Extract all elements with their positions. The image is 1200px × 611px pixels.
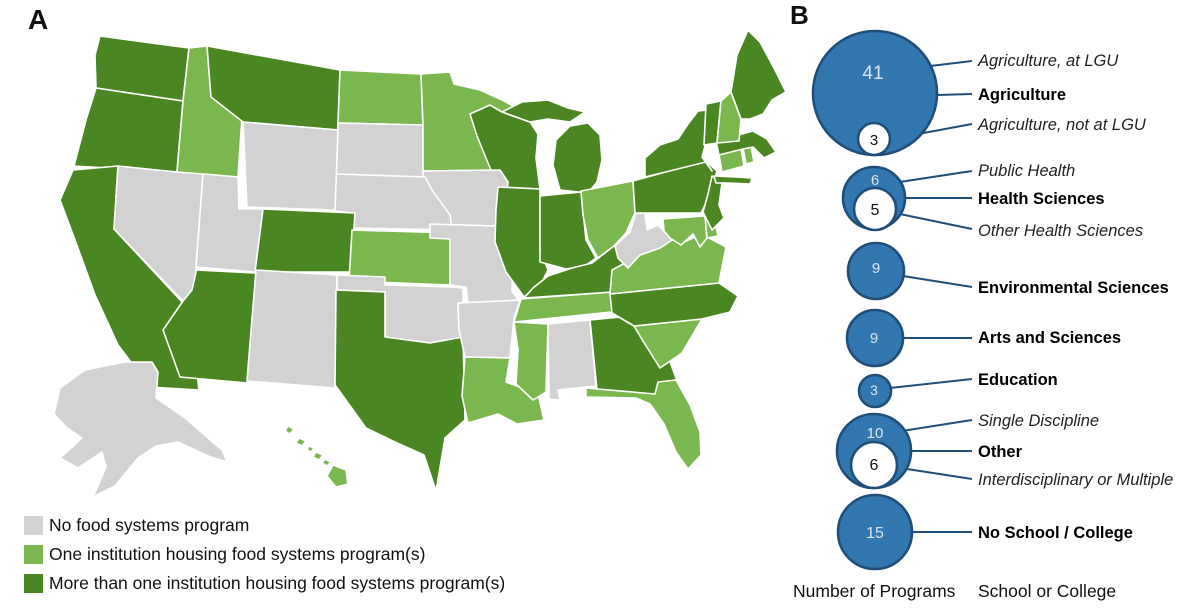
bubble-environmental-sciences	[846, 241, 906, 301]
state-AR	[457, 299, 521, 359]
label-other-health-sciences: Other Health Sciences	[978, 222, 1143, 240]
legend-label-more: More than one institution housing food s…	[49, 572, 506, 593]
legend-label-one: One institution housing food systems pro…	[49, 543, 426, 564]
bubble-health-sciences-inner	[852, 186, 898, 232]
label-public-health: Public Health	[978, 162, 1075, 180]
label-environmental-sciences: Environmental Sciences	[978, 279, 1169, 297]
connector-line	[936, 93, 973, 96]
value-interdisciplinary: 6	[870, 457, 879, 474]
bubble-arts-and-sciences	[845, 308, 905, 368]
state-SD	[335, 122, 426, 178]
value-agriculture-not-at-lgu: 3	[870, 132, 878, 149]
legend-row: More than one institution housing food s…	[24, 573, 644, 593]
panel-b-label: B	[790, 0, 809, 30]
legend-row: One institution housing food systems pro…	[24, 544, 644, 564]
label-arts-and-sciences: Arts and Sciences	[978, 329, 1121, 347]
connector-line	[892, 170, 973, 184]
panel-a-label: A	[28, 4, 49, 35]
label-other: Other	[978, 443, 1023, 461]
us-choropleth-map	[53, 29, 787, 498]
axis-caption-number-of-programs: Number of Programs	[793, 581, 956, 601]
state-NM	[246, 269, 338, 389]
state-MI	[501, 99, 603, 194]
bubble-chart: 41 3 6 5 9 9 3 10 6 15 Agriculture, at L…	[793, 29, 1173, 601]
legend-swatch-more	[24, 573, 43, 593]
legend-row: No food systems program	[24, 515, 644, 535]
value-other-health-sciences: 5	[871, 202, 880, 219]
state-ND	[337, 69, 424, 126]
value-education: 3	[870, 382, 878, 398]
value-no-school-college: 15	[866, 525, 884, 542]
state-NC	[609, 282, 739, 327]
connector-line	[889, 378, 973, 389]
state-NY	[644, 109, 753, 185]
state-ME	[730, 29, 787, 120]
state-FL	[585, 379, 702, 470]
legend-swatch-none	[24, 515, 43, 535]
value-agriculture-at-lgu: 41	[862, 63, 883, 84]
connector-lines	[888, 60, 973, 533]
connector-line	[894, 212, 973, 230]
state-AK	[53, 361, 228, 498]
value-environmental-sciences: 9	[872, 260, 880, 277]
state-HI	[284, 425, 349, 488]
state-CO	[254, 208, 356, 273]
bubble-education	[857, 373, 893, 409]
connector-line	[902, 275, 973, 288]
map-legend: No food systems program One institution …	[24, 515, 644, 602]
state-OR	[73, 87, 184, 173]
label-agriculture-not-at-lgu: Agriculture, not at LGU	[977, 116, 1146, 134]
label-agriculture: Agriculture	[978, 86, 1066, 104]
value-arts-and-sciences: 9	[870, 330, 878, 347]
label-single-discipline: Single Discipline	[978, 412, 1099, 430]
legend-label-none: No food systems program	[49, 514, 250, 535]
label-no-school-college: No School / College	[978, 524, 1133, 542]
bubble-other-inner	[849, 440, 899, 490]
bubble-agriculture-inner	[856, 121, 892, 157]
legend-swatch-one	[24, 544, 43, 564]
label-interdisciplinary: Interdisciplinary or Multiple	[978, 471, 1173, 489]
state-TX	[334, 289, 466, 492]
label-education: Education	[978, 371, 1058, 389]
axis-caption-school-or-college: School or College	[978, 581, 1116, 601]
state-WI	[469, 104, 541, 190]
value-single-discipline: 10	[867, 425, 884, 442]
state-LA	[461, 356, 545, 425]
bubble-no-school	[836, 493, 914, 571]
state-NJ	[702, 175, 725, 231]
label-agriculture-at-lgu: Agriculture, at LGU	[977, 52, 1118, 70]
state-WY	[242, 121, 339, 211]
label-health-sciences: Health Sciences	[978, 190, 1105, 208]
value-public-health: 6	[871, 172, 879, 189]
